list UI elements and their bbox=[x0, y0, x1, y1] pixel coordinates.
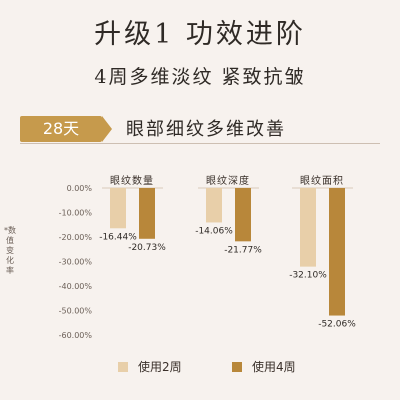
bar-week4 bbox=[329, 188, 345, 316]
legend-swatch-week2 bbox=[118, 362, 128, 372]
y-tick-label: 0.00% bbox=[67, 184, 93, 193]
data-label: -14.06% bbox=[195, 226, 233, 236]
data-label: -52.06% bbox=[318, 320, 356, 330]
y-tick-label: -20.00% bbox=[59, 233, 93, 242]
y-tick-label: -60.00% bbox=[59, 331, 93, 340]
section-divider bbox=[20, 143, 380, 144]
y-tick-label: -30.00% bbox=[59, 258, 93, 267]
page-title: 升级1 功效进阶 bbox=[94, 19, 306, 50]
category-label: 眼纹面积 bbox=[300, 174, 344, 187]
bar-week2 bbox=[300, 188, 316, 267]
y-tick-label: -50.00% bbox=[59, 307, 93, 316]
y-tick-label: -40.00% bbox=[59, 282, 93, 291]
bar-week4 bbox=[139, 188, 155, 239]
duration-badge: 28天 bbox=[20, 116, 112, 142]
legend-label-week2: 使用2周 bbox=[138, 360, 182, 374]
legend-item-week4: 使用4周 bbox=[232, 358, 296, 375]
bar-week2 bbox=[206, 188, 222, 223]
bar-week4 bbox=[235, 188, 251, 242]
data-label: -16.44% bbox=[99, 232, 137, 242]
section-title: 眼部细纹多维改善 bbox=[126, 119, 286, 140]
data-label: -20.73% bbox=[128, 243, 166, 253]
legend-item-week2: 使用2周 bbox=[118, 358, 182, 375]
page-subtitle: 4周多维淡纹 紧致抗皱 bbox=[94, 66, 306, 88]
section-banner: 28天 眼部细纹多维改善 bbox=[0, 116, 400, 146]
category-label: 眼纹数量 bbox=[110, 174, 154, 187]
legend-swatch-week4 bbox=[232, 362, 242, 372]
data-label: -32.10% bbox=[289, 271, 327, 281]
bar-week2 bbox=[110, 188, 126, 229]
y-tick-label: -10.00% bbox=[59, 209, 93, 218]
category-label: 眼纹深度 bbox=[206, 174, 250, 187]
data-label: -21.77% bbox=[224, 245, 262, 255]
legend-label-week4: 使用4周 bbox=[252, 360, 296, 374]
y-axis-label: *数值变化率 bbox=[4, 226, 16, 275]
